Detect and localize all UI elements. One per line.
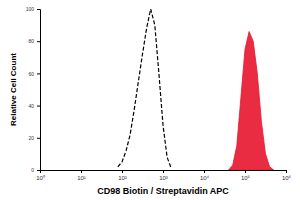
y-axis-line [37, 10, 41, 171]
x-tick-mark [163, 170, 164, 173]
x-tick-label: 10¹ [77, 175, 86, 181]
y-tick: 40 [28, 103, 40, 109]
x-tick-label: 10⁶ [282, 175, 292, 181]
x-tick: 10⁰ [36, 170, 45, 181]
plot-area [118, 9, 274, 170]
y-tick-mark [37, 9, 40, 10]
y-axis-title: Relative Cell Count [9, 53, 18, 126]
x-tick-mark [81, 170, 82, 173]
x-tick: 10³ [159, 170, 168, 181]
y-tick-label: 0 [31, 167, 34, 173]
y-tick-label: 20 [28, 135, 34, 141]
y-tick-label: 80 [28, 38, 34, 44]
x-tick: 10⁴ [200, 170, 210, 181]
x-tick-label: 10⁰ [36, 174, 45, 181]
y-tick: 80 [28, 38, 40, 44]
y-tick: 20 [28, 135, 40, 141]
x-tick: 10¹ [77, 170, 86, 181]
x-tick-mark [204, 170, 205, 173]
x-axis-line [41, 171, 287, 174]
y-tick-mark [37, 138, 40, 139]
x-tick-mark [286, 170, 287, 173]
y-tick-label: 100 [26, 6, 35, 12]
x-tick: 10⁵ [241, 170, 251, 181]
x-tick: 10² [118, 170, 127, 181]
x-tick-label: 10³ [159, 175, 168, 181]
y-tick-mark [37, 41, 40, 42]
x-tick-mark [122, 170, 123, 173]
y-tick-label: 60 [28, 71, 34, 77]
x-tick-label: 10⁴ [200, 175, 210, 181]
y-tick-mark [37, 106, 40, 107]
x-tick-label: 10⁵ [241, 175, 251, 181]
x-axis-title: CD98 Biotin / Streptavidin APC [97, 186, 229, 196]
line [118, 9, 171, 168]
chart: 10⁰ 10¹ 10² 10³ 10⁴ 10⁵ 10⁶ 0 20 40 60 80 100 CD98 Bi… [0, 0, 300, 200]
y-tick: 0 [31, 167, 40, 173]
y-tick-label: 40 [28, 103, 34, 109]
x-axis: 10⁰ 10¹ 10² 10³ 10⁴ 10⁵ 10⁶ [36, 170, 291, 181]
y-tick-mark [37, 73, 40, 74]
y-axis: 0 20 40 60 80 100 [26, 6, 41, 173]
y-tick: 100 [26, 6, 40, 12]
y-tick-mark [37, 170, 40, 171]
x-tick-label: 10² [118, 175, 127, 181]
area [229, 32, 274, 170]
x-tick: 10⁶ [282, 170, 292, 181]
x-tick-mark [245, 170, 246, 173]
y-tick: 60 [28, 71, 40, 77]
